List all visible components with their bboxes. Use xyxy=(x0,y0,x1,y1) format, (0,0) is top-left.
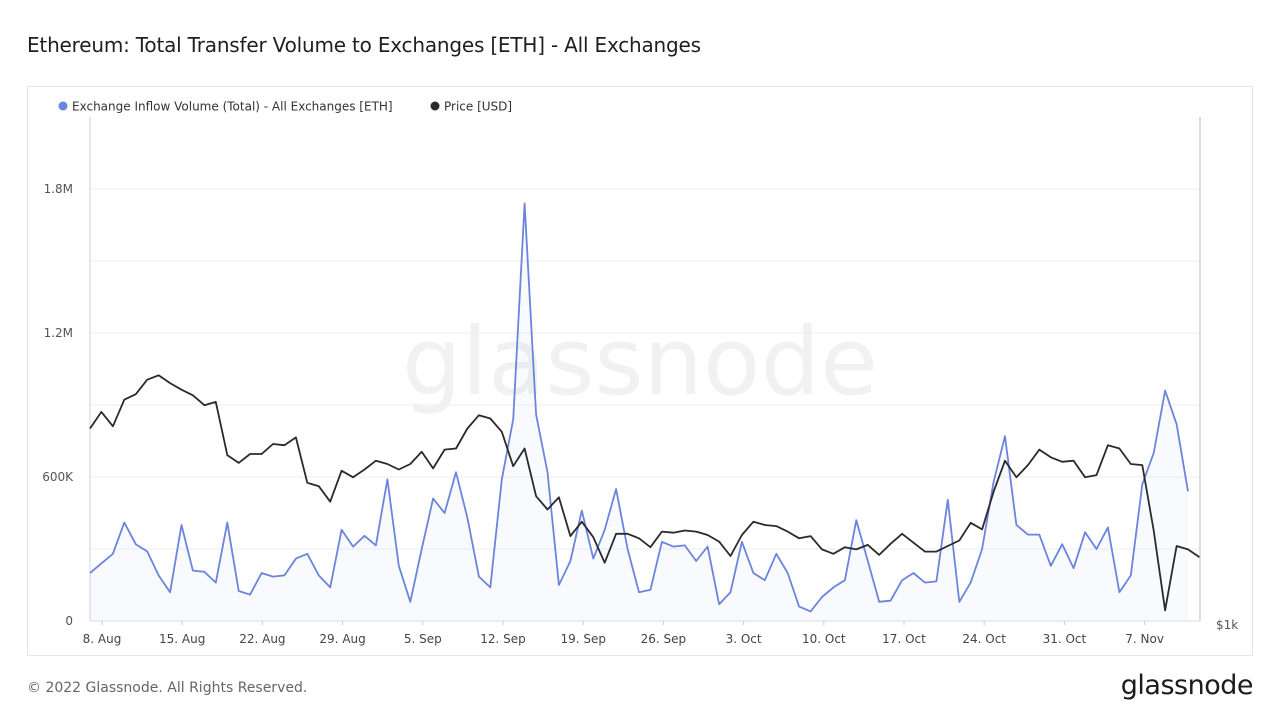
legend-label-inflow: Exchange Inflow Volume (Total) - All Exc… xyxy=(72,100,393,114)
x-tick-label: 19. Sep xyxy=(560,632,606,646)
chart-card: glassnode 0 600K 1.2M 1.8M $1k 8. Aug 15. Aug… xyxy=(27,86,1253,656)
y-right-tick-label: $1k xyxy=(1216,618,1238,632)
y-axis-labels: 0 600K 1.2M 1.8M $1k xyxy=(42,182,1238,632)
grid-lines xyxy=(90,188,1200,550)
x-tick-label: 7. Nov xyxy=(1125,632,1164,646)
legend-item-price[interactable]: Price [USD] xyxy=(430,100,513,114)
footer-copyright: © 2022 Glassnode. All Rights Reserved. xyxy=(27,680,308,696)
legend-item-inflow[interactable]: Exchange Inflow Volume (Total) - All Exc… xyxy=(58,100,393,114)
axes xyxy=(89,117,1201,622)
x-tick-label: 31. Oct xyxy=(1043,632,1087,646)
x-tick-label: 24. Oct xyxy=(962,632,1006,646)
x-tick-label: 17. Oct xyxy=(882,632,926,646)
footer-logo[interactable]: glassnode xyxy=(1120,670,1254,701)
legend-marker-inflow xyxy=(58,101,68,111)
series-line-inflow[interactable] xyxy=(89,202,1189,613)
legend: Exchange Inflow Volume (Total) - All Exc… xyxy=(58,100,513,114)
x-axis-labels: 8. Aug 15. Aug 22. Aug 29. Aug 5. Sep 12. Sep… xyxy=(83,621,1164,646)
x-tick-label: 3. Oct xyxy=(726,632,762,646)
x-tick-label: 22. Aug xyxy=(239,632,285,646)
x-tick-label: 5. Sep xyxy=(404,632,442,646)
legend-label-price: Price [USD] xyxy=(444,100,512,114)
x-tick-label: 12. Sep xyxy=(480,632,526,646)
series-lines xyxy=(89,202,1200,621)
inflow-area xyxy=(90,203,1188,621)
y-tick-label: 600K xyxy=(42,470,74,484)
watermark-text: glassnode xyxy=(402,308,878,417)
chart-svg[interactable]: glassnode 0 600K 1.2M 1.8M $1k 8. Aug 15. Aug… xyxy=(28,87,1252,655)
x-tick-label: 26. Sep xyxy=(641,632,687,646)
x-tick-label: 15. Aug xyxy=(159,632,205,646)
legend-marker-price xyxy=(430,101,440,111)
y-tick-label: 1.8M xyxy=(44,182,73,196)
page-title: Ethereum: Total Transfer Volume to Excha… xyxy=(27,33,701,57)
x-tick-label: 8. Aug xyxy=(83,632,122,646)
y-tick-label: 1.2M xyxy=(44,326,73,340)
y-tick-label: 0 xyxy=(65,614,73,628)
x-tick-label: 10. Oct xyxy=(802,632,846,646)
series-line-price[interactable] xyxy=(89,374,1200,612)
x-tick-label: 29. Aug xyxy=(319,632,365,646)
